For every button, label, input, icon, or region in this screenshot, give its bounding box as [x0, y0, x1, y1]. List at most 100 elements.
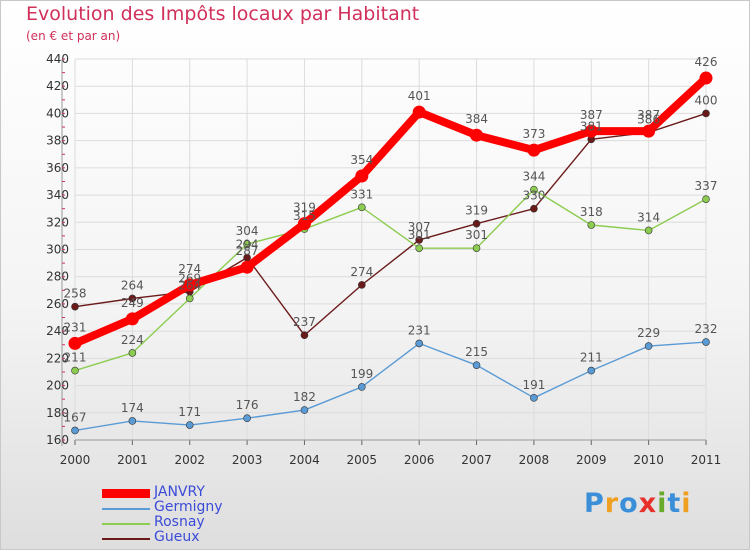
data-label-rosnay: 304 — [236, 224, 259, 238]
data-point-germigny — [185, 421, 194, 429]
data-point-gueux — [530, 204, 538, 213]
data-label-gueux: 381 — [580, 119, 603, 133]
data-label-germigny: 174 — [121, 401, 144, 415]
logo-letter: i — [657, 488, 668, 519]
proxiti-logo: Proxiti — [584, 488, 692, 519]
y-tick-label: 400 — [46, 106, 69, 120]
data-label-germigny: 229 — [637, 326, 660, 340]
data-point-rosnay — [702, 195, 710, 203]
data-point-germigny — [702, 338, 710, 346]
data-label-gueux: 307 — [408, 220, 431, 234]
data-point-germigny — [128, 417, 137, 425]
data-point-rosnay — [128, 349, 137, 357]
x-tick-label: 2005 — [347, 453, 378, 467]
data-label-janvry: 384 — [465, 112, 488, 126]
data-label-rosnay: 344 — [522, 170, 545, 184]
data-label-gueux: 319 — [465, 204, 488, 218]
data-point-germigny — [358, 383, 366, 391]
data-label-germigny: 171 — [178, 405, 201, 419]
data-label-gueux: 258 — [64, 287, 87, 301]
data-label-rosnay: 301 — [465, 228, 488, 242]
y-tick-label: 340 — [46, 188, 69, 202]
legend-swatch-janvry — [102, 489, 150, 498]
data-point-janvry — [68, 336, 82, 350]
data-label-janvry: 287 — [236, 244, 259, 258]
data-point-janvry — [470, 128, 484, 142]
data-label-germigny: 211 — [580, 351, 603, 365]
data-point-germigny — [530, 394, 538, 402]
data-label-germigny: 176 — [236, 398, 259, 412]
logo-letter: t — [667, 488, 682, 519]
data-label-janvry: 354 — [350, 153, 373, 167]
y-tick-label: 260 — [46, 297, 69, 311]
data-point-germigny — [587, 366, 596, 375]
data-label-rosnay: 314 — [637, 210, 660, 224]
legend-swatch-germigny — [102, 508, 150, 510]
x-tick-label: 2003 — [232, 453, 263, 467]
data-label-janvry: 373 — [522, 127, 545, 141]
data-label-rosnay: 337 — [695, 179, 718, 193]
data-label-rosnay: 211 — [64, 351, 87, 365]
data-point-rosnay — [358, 203, 366, 212]
data-label-gueux: 269 — [178, 272, 201, 286]
data-point-rosnay — [472, 244, 481, 252]
data-label-germigny: 232 — [695, 322, 718, 336]
legend-label-rosnay: Rosnay — [154, 514, 205, 530]
y-tick-label: 380 — [46, 134, 69, 148]
data-point-janvry — [125, 312, 139, 326]
data-label-gueux: 330 — [522, 189, 545, 203]
x-tick-label: 2001 — [117, 453, 148, 467]
legend-swatch-rosnay — [102, 523, 150, 525]
series-group — [68, 71, 713, 435]
logo-letter: x — [638, 488, 658, 519]
grid-lines — [74, 58, 707, 441]
y-tick-label: 280 — [46, 270, 69, 284]
data-label-rosnay: 264 — [178, 278, 201, 292]
data-point-gueux — [358, 281, 366, 289]
data-label-janvry: 249 — [121, 296, 144, 310]
data-point-janvry — [297, 217, 311, 231]
data-point-gueux — [702, 109, 710, 118]
data-label-rosnay: 301 — [408, 228, 431, 242]
x-tick-label: 2010 — [633, 453, 664, 467]
data-label-rosnay: 331 — [350, 187, 373, 201]
data-point-gueux — [300, 331, 309, 340]
data-label-germigny: 191 — [522, 378, 545, 392]
data-label-rosnay: 318 — [580, 205, 603, 219]
data-point-germigny — [644, 342, 653, 350]
data-point-germigny — [300, 406, 309, 414]
logo-letter: o — [619, 488, 639, 519]
y-tick-label: 420 — [46, 79, 69, 93]
y-tick-label: 300 — [46, 243, 69, 257]
series-line-janvry — [73, 75, 709, 348]
data-label-gueux: 274 — [350, 265, 373, 279]
data-point-rosnay — [644, 226, 653, 235]
data-label-rosnay: 224 — [121, 333, 144, 347]
legend-swatch-gueux — [102, 538, 150, 540]
data-point-germigny — [71, 426, 79, 435]
data-point-janvry — [642, 124, 656, 138]
x-tick-label: 2008 — [519, 453, 550, 467]
data-point-gueux — [472, 219, 481, 228]
chart-subtitle: (en € et par an) — [26, 29, 121, 43]
data-label-gueux: 237 — [293, 315, 316, 329]
data-label-germigny: 167 — [64, 410, 87, 424]
y-tick-label: 220 — [46, 351, 69, 365]
data-label-janvry: 426 — [695, 55, 718, 69]
data-label-germigny: 199 — [350, 367, 373, 381]
data-label-gueux: 264 — [121, 278, 144, 292]
y-tick-label: 160 — [46, 433, 69, 447]
data-point-janvry — [584, 124, 598, 138]
data-point-gueux — [415, 236, 423, 244]
data-point-rosnay — [243, 240, 251, 248]
series-line-rosnay — [74, 188, 707, 372]
y-tick-label: 440 — [46, 52, 69, 66]
data-point-gueux — [128, 294, 137, 303]
data-label-rosnay: 315 — [293, 209, 316, 223]
data-point-gueux — [71, 302, 79, 311]
y-tick-label: 180 — [46, 406, 69, 420]
logo-letter: P — [584, 488, 605, 519]
data-point-rosnay — [415, 244, 423, 252]
